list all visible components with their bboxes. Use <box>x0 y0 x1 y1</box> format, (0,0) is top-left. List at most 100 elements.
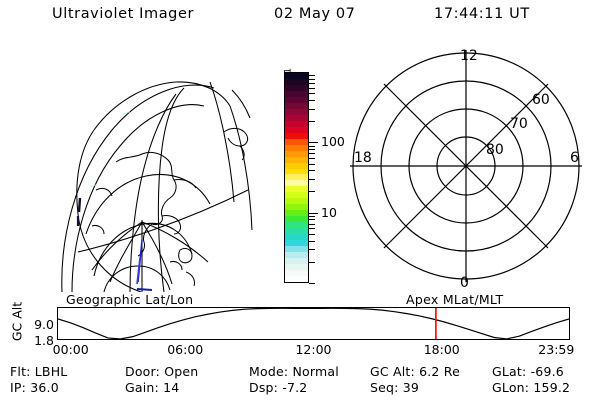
colorbar-minor-tick <box>309 223 315 225</box>
orbit-altitude-trace <box>58 308 569 339</box>
globe-panel-title: Geographic Lat/Lon <box>66 292 194 307</box>
colorbar-band-16 <box>285 168 308 175</box>
colorbar-band-17 <box>285 174 308 181</box>
colorbar-band-19 <box>285 186 308 193</box>
dial-label-mlt-6: 6 <box>570 150 579 166</box>
status-gc-alt: GC Alt: 6.2 Re <box>370 364 460 379</box>
colorbar-minor-tick <box>309 75 315 77</box>
status-door: Door: Open <box>125 364 199 379</box>
colorbar-band-2 <box>285 84 308 91</box>
colorbar-major-tick-10 <box>309 212 318 214</box>
colorbar-band-32 <box>285 264 308 270</box>
colorbar-minor-tick <box>309 157 315 159</box>
colorbar-band-23 <box>285 210 308 217</box>
strip-xtick-label: 00:00 <box>52 342 89 357</box>
colorbar-band-13 <box>285 150 308 157</box>
status-glat: GLat: -69.6 <box>492 364 564 379</box>
status-dsp: Dsp: -7.2 <box>249 380 308 395</box>
colorbar-tick-label-10: 10 <box>321 204 337 220</box>
strip-xtick-label: 12:00 <box>295 342 332 357</box>
dial-spoke-diag-b <box>383 83 549 249</box>
dial-label-lat-80: 80 <box>486 142 504 158</box>
colorbar-minor-tick <box>309 283 315 284</box>
status-glon: GLon: 159.2 <box>492 380 571 395</box>
strip-ytick-low-wrap: 1.8 <box>14 330 54 349</box>
colorbar-gradient <box>284 72 309 283</box>
colorbar-minor-tick <box>309 99 315 101</box>
colorbar-band-27 <box>285 234 308 241</box>
colorbar-minor-tick <box>309 145 315 147</box>
colorbar-major-tick-100 <box>309 142 318 144</box>
colorbar-band-31 <box>285 258 308 264</box>
status-bar: Flt: LBHL Door: Open Mode: Normal GC Alt… <box>0 362 600 398</box>
colorbar-band-21 <box>285 198 308 205</box>
colorbar-minor-tick <box>309 261 315 263</box>
polar-dial-graphic: 12 18 6 0 60 70 80 <box>350 48 582 291</box>
colorbar-band-22 <box>285 204 308 211</box>
colorbar-band-15 <box>285 162 308 169</box>
dial-label-mlt-0: 0 <box>460 275 469 291</box>
status-gain: Gain: 14 <box>125 380 180 395</box>
colorbar-band-34 <box>285 275 308 282</box>
colorbar-band-14 <box>285 156 308 163</box>
colorbar-tick-label-100: 100 <box>321 134 345 150</box>
colorbar-band-9 <box>285 126 308 133</box>
strip-ytick-high-wrap: 9.0 <box>14 314 54 333</box>
colorbar-band-3 <box>285 90 308 97</box>
colorbar-minor-tick <box>309 82 315 84</box>
colorbar-band-24 <box>285 216 308 223</box>
orbit-altitude-strip-chart: Geographic Lat/Lon Apex MLat/MLT GC Alt … <box>0 292 600 357</box>
strip-chart-plot-area[interactable] <box>57 307 570 340</box>
apex-mlat-mlt-dial: 12 18 6 0 60 70 80 <box>348 44 590 292</box>
colorbar-band-5 <box>285 102 308 109</box>
colorbar-minor-tick <box>309 121 315 123</box>
colorbar-band-7 <box>285 114 308 121</box>
colorbar-band-26 <box>285 228 308 235</box>
dial-label-mlt-18: 18 <box>354 150 372 166</box>
strip-xtick-label: 23:59 <box>538 342 575 357</box>
colorbar-minor-tick <box>309 149 315 151</box>
colorbar-band-10 <box>285 132 308 139</box>
dial-label-mlt-12: 12 <box>460 48 478 64</box>
instrument-title: Ultraviolet Imager <box>52 6 195 22</box>
colorbar-band-12 <box>285 144 308 151</box>
status-flt: Flt: LBHL <box>10 364 68 379</box>
colorbar-minor-tick <box>309 215 315 217</box>
colorbar-minor-tick <box>309 153 315 155</box>
colorbar-band-33 <box>285 269 308 276</box>
observation-time: 17:44:11 UT <box>434 6 530 22</box>
colorbar-minor-tick <box>309 219 315 221</box>
strip-ytick-high: 9.0 <box>34 317 54 332</box>
colorbar-band-8 <box>285 120 308 127</box>
colorbar-band-0 <box>285 73 308 79</box>
colorbar-minor-tick <box>309 108 315 110</box>
header-bar: Ultraviolet Imager 02 May 07 17:44:11 UT <box>0 6 600 28</box>
dial-panel-title: Apex MLat/MLT <box>406 292 504 307</box>
colorbar-band-4 <box>285 96 308 103</box>
colorbar-band-6 <box>285 108 308 115</box>
colorbar-minor-tick <box>309 249 315 251</box>
colorbar-band-28 <box>285 240 308 247</box>
globe-image <box>61 81 253 292</box>
status-mode: Mode: Normal <box>249 364 339 379</box>
colorbar-minor-tick <box>309 233 315 235</box>
colorbar-minor-tick <box>309 240 315 242</box>
dial-label-lat-70: 70 <box>510 116 528 132</box>
strip-ytick-low: 1.8 <box>34 333 54 348</box>
colorbar-minor-tick <box>309 228 315 230</box>
colorbar-band-18 <box>285 180 308 187</box>
status-seq: Seq: 39 <box>370 380 420 395</box>
dial-label-lat-60: 60 <box>532 92 550 108</box>
colorbar-minor-tick <box>309 191 315 193</box>
observation-date: 02 May 07 <box>274 6 356 22</box>
colorbar-band-1 <box>285 78 308 85</box>
colorbar-minor-tick <box>309 78 315 80</box>
colorbar-band-20 <box>285 192 308 199</box>
colorbar-band-30 <box>285 252 308 259</box>
colorbar-minor-tick <box>309 87 315 89</box>
status-ip: IP: 36.0 <box>10 380 59 395</box>
colorbar-minor-tick <box>309 163 315 165</box>
colorbar-minor-tick <box>309 170 315 172</box>
